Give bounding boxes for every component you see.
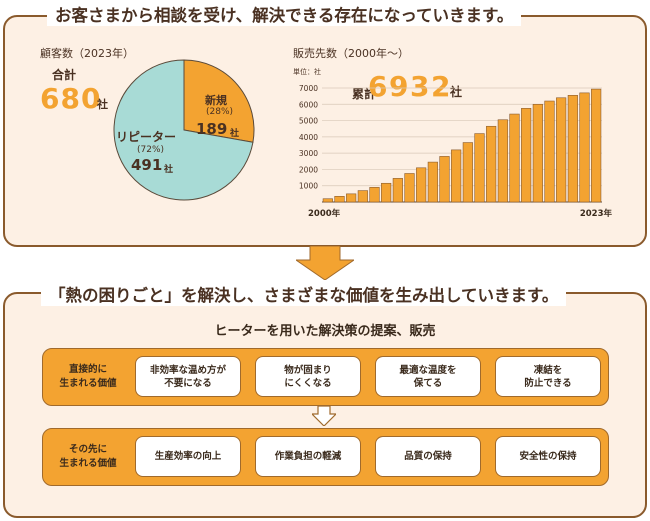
bar-2000	[322, 198, 333, 203]
bar-2006	[392, 178, 403, 203]
y-tick-label: 1000	[299, 182, 318, 191]
further-value-card: 安全性の保持	[495, 436, 601, 477]
bar-2009	[427, 161, 438, 203]
further-value-card: 生産効率の向上	[135, 436, 241, 477]
pie-percent-new: (28%)	[206, 107, 234, 117]
pie-unit-repeat: 社	[164, 165, 174, 175]
total-unit: 社	[97, 98, 108, 111]
y-tick-label: 2000	[299, 165, 318, 174]
bar-2003	[357, 190, 368, 203]
y-tick-label: 5000	[299, 117, 318, 126]
bar-2013	[474, 133, 485, 203]
down-arrow-icon	[296, 246, 354, 280]
bar-2014	[486, 125, 497, 203]
y-tick-label: 3000	[299, 149, 318, 158]
customer-count-label: 顧客数（2023年）	[40, 47, 134, 60]
bar-2001	[334, 196, 345, 203]
bar-2021	[567, 95, 578, 203]
y-tick-label: 4000	[299, 133, 318, 142]
bar-2004	[369, 187, 380, 203]
bottom-headline: 「熱の困りごと」を解決し、さまざまな価値を生み出していきます。	[41, 286, 567, 306]
pie-percent-repeat: (72%)	[137, 145, 165, 155]
pie-label-repeat: リピーター	[116, 130, 177, 144]
y-tick-label: 7000	[299, 84, 318, 93]
total-label: 合計	[52, 68, 77, 82]
customer-pie-chart	[113, 59, 255, 201]
bar-2002	[346, 193, 357, 203]
y-tick-label: 6000	[299, 100, 318, 109]
pie-unit-new: 社	[230, 129, 240, 139]
pie-slice-new	[183, 59, 255, 143]
bar-2018	[532, 103, 543, 203]
direct-value-band: 直接的に 生まれる価値 非効率な温め方が 不要になる 物が固まり にくくなる 最適な温…	[42, 348, 609, 406]
cumulative-value: 6932	[368, 70, 452, 103]
bar-2012	[462, 142, 473, 203]
chevron-down-icon	[312, 406, 336, 426]
bar-2020	[556, 97, 567, 203]
sales-count-label: 販売先数（2000年～）	[293, 47, 409, 60]
direct-value-label: 直接的に 生まれる価値	[59, 364, 117, 389]
bar-2005	[381, 182, 392, 203]
direct-value-card: 非効率な温め方が 不要になる	[135, 356, 241, 397]
top-headline: お客さまから相談を受け、解決できる存在になっていきます。	[47, 6, 522, 26]
x-start-label: 2000年	[308, 208, 341, 219]
pie-label-new: 新規	[205, 94, 227, 107]
cumulative-label: 累計	[352, 87, 377, 101]
pie-slice-repeat	[113, 59, 254, 201]
bar-2008	[416, 167, 427, 203]
sales-bar-chart: 1000 2000 3000 4000 5000 6000 7000 2000年 2023年	[299, 84, 613, 219]
pie-count-new: 189	[196, 120, 228, 138]
pie-count-repeat: 491	[131, 156, 163, 174]
total-value: 680	[40, 82, 102, 115]
direct-value-card: 物が固まり にくくなる	[255, 356, 361, 397]
direct-value-card: 凍結を 防止できる	[495, 356, 601, 397]
further-value-card: 品質の保持	[375, 436, 481, 477]
further-value-label: その先に 生まれる価値	[59, 444, 117, 469]
unit-label: 単位：社	[293, 68, 321, 76]
further-value-band: その先に 生まれる価値 生産効率の向上 作業負担の軽減 品質の保持 安全性の保持	[42, 428, 609, 486]
x-end-label: 2023年	[580, 208, 613, 219]
bar-2010	[439, 156, 450, 203]
bar-2022	[579, 92, 590, 203]
further-value-card: 作業負担の軽減	[255, 436, 361, 477]
bar-2019	[544, 100, 555, 203]
bar-2016	[509, 113, 520, 203]
bar-2015	[497, 119, 508, 203]
bar-2023	[591, 88, 602, 203]
bar-2007	[404, 173, 415, 203]
bar-2017	[521, 108, 532, 203]
cumulative-unit: 社	[450, 85, 463, 99]
solution-title: ヒーターを用いた解決策の提案、販売	[214, 324, 436, 339]
direct-value-card: 最適な温度を 保てる	[375, 356, 481, 397]
bar-2011	[451, 149, 462, 203]
